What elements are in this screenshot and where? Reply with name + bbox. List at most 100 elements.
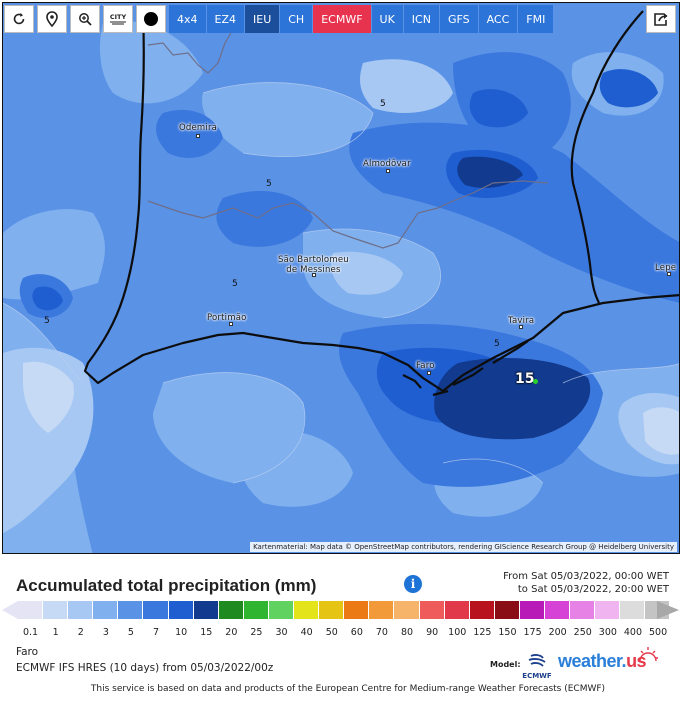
black-dot-icon (144, 12, 158, 26)
share-button[interactable] (646, 5, 676, 33)
scale-label: 2 (77, 627, 84, 638)
scale-label: 50 (325, 627, 338, 638)
city-labels-button[interactable]: CITY (103, 5, 133, 33)
tab-icn[interactable]: ICN (403, 5, 439, 33)
scale-arrow-left (2, 601, 18, 619)
scale-swatch (118, 601, 144, 619)
tab-acc[interactable]: ACC (478, 5, 518, 33)
scale-label: 250 (573, 627, 592, 638)
weather-us-logo[interactable]: weather.us (558, 647, 658, 672)
scale-swatch (544, 601, 571, 619)
place-label-almodovar: Almodôvar (363, 159, 411, 169)
ecmwf-logo-icon (528, 654, 546, 667)
place-label-faro: Faro (416, 361, 435, 371)
tab-ieu[interactable]: IEU (245, 5, 280, 33)
model-label: Model: (490, 660, 521, 669)
refresh-icon (13, 13, 25, 25)
tab-ecmwf[interactable]: ECMWF (313, 5, 371, 33)
scale-label: 15 (200, 627, 213, 638)
map-pin-icon (46, 11, 58, 27)
scale-label: 200 (548, 627, 567, 638)
location-name: Faro (16, 646, 39, 658)
place-dot-tavira (519, 325, 523, 329)
place-label-tavira: Tavira (508, 316, 535, 326)
tab-fmi[interactable]: FMI (518, 5, 554, 33)
scale-label: 3 (102, 627, 109, 638)
location-button[interactable] (37, 5, 67, 33)
brand-name: weather (558, 651, 622, 671)
contour-label: 5 (44, 316, 50, 326)
scale-swatch (143, 601, 169, 619)
scale-label: 5 (127, 627, 134, 638)
scale-label: 30 (275, 627, 288, 638)
scale-swatch (93, 601, 119, 619)
scale-label: 40 (300, 627, 313, 638)
contour-label: 5 (380, 99, 386, 109)
info-icon[interactable]: i (404, 575, 422, 593)
legend-title: Accumulated total precipitation (mm) (16, 576, 317, 595)
scale-swatch (444, 601, 470, 619)
refresh-button[interactable] (4, 5, 34, 33)
scale-swatch (620, 601, 646, 619)
scale-swatch (419, 601, 445, 619)
zoom-button[interactable] (70, 5, 100, 33)
scale-swatch (494, 601, 520, 619)
tab-ch[interactable]: CH (280, 5, 313, 33)
place-dot-faro (427, 371, 431, 375)
svg-text:CITY: CITY (110, 13, 127, 21)
scale-swatch (570, 601, 596, 619)
scale-swatch (595, 601, 621, 619)
tab-uk[interactable]: UK (371, 5, 403, 33)
city-icon: CITY (110, 13, 127, 25)
max-precipitation-marker (533, 379, 538, 384)
tab-ez4[interactable]: EZ4 (206, 5, 244, 33)
place-dot-odemira (196, 134, 200, 138)
place-label-sao-bartolomeu: São Bartolomeu de Messines (278, 255, 349, 275)
map-canvas (3, 3, 679, 553)
scale-swatch (68, 601, 94, 619)
scale-swatch (394, 601, 420, 619)
scale-swatch (469, 601, 495, 619)
tab-4x4[interactable]: 4x4 (169, 5, 206, 33)
scale-label: 1 (52, 627, 59, 638)
scale-label: 90 (426, 627, 439, 638)
scale-label: 20 (225, 627, 238, 638)
scale-swatch (43, 601, 69, 619)
tab-gfs[interactable]: GFS (439, 5, 478, 33)
time-from: From Sat 05/03/2022, 00:00 WET (503, 571, 669, 582)
place-label-lepe: Lepe (655, 263, 677, 273)
max-precipitation-label: 15 (515, 371, 535, 387)
scale-label: 100 (448, 627, 467, 638)
scale-swatch (519, 601, 545, 619)
precipitation-map[interactable]: Odemira Almodôvar São Bartolomeu de Mess… (2, 2, 680, 554)
scale-swatch (168, 601, 194, 619)
scale-label: 150 (498, 627, 517, 638)
scale-label: 0.1 (22, 627, 39, 638)
scale-swatch (319, 601, 345, 619)
place-dot-lepe (667, 272, 671, 276)
scale-swatch (243, 601, 269, 619)
scale-label: 80 (401, 627, 414, 638)
scale-label: 300 (598, 627, 617, 638)
scale-swatch (294, 601, 320, 619)
place-label-odemira: Odemira (179, 123, 218, 133)
map-attribution: Kartenmaterial: Map data © OpenStreetMap… (250, 542, 677, 552)
scale-label: 125 (473, 627, 492, 638)
scale-arrow-right (657, 601, 679, 619)
scale-label: 175 (523, 627, 542, 638)
scale-swatch (218, 601, 244, 619)
time-range: From Sat 05/03/2022, 00:00 WET to Sat 05… (503, 570, 669, 596)
scale-swatch (193, 601, 219, 619)
share-icon (654, 13, 668, 26)
scale-label: 400 (623, 627, 643, 638)
color-scale-labels: 0.1 1 2 3 5 7 10 15 20 25 30 40 50 60 70 80 90 100 125 150 1… (18, 627, 667, 639)
point-toggle-button[interactable] (136, 5, 166, 33)
place-dot-sao-bartolomeu (312, 273, 316, 277)
scale-swatch (344, 601, 370, 619)
place-dot-portimao (229, 322, 233, 326)
model-run-info: ECMWF IFS HRES (10 days) from 05/03/2022… (16, 662, 274, 674)
scale-label: 500 (648, 627, 668, 638)
place-dot-almodovar (386, 169, 390, 173)
time-to: to Sat 05/03/2022, 20:00 WET (517, 584, 669, 595)
map-toolbar: CITY (4, 5, 166, 33)
